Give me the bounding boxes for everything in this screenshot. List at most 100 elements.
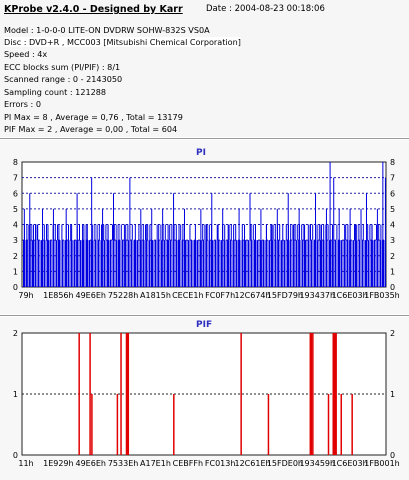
- pi-bar: [369, 240, 371, 287]
- pi-bar: [335, 240, 336, 287]
- pi-bar: [357, 240, 359, 287]
- pi-spike: [233, 224, 235, 287]
- pi-bar: [194, 240, 195, 287]
- pi-bar: [208, 224, 210, 241]
- pi-bar: [50, 240, 51, 287]
- pi-bar: [168, 240, 170, 287]
- pi-bar: [125, 224, 127, 241]
- pi-bar: [89, 240, 90, 287]
- pi-bar: [177, 240, 179, 287]
- pi-bar: [81, 240, 83, 287]
- pif-spike: [91, 394, 93, 455]
- pi-bar: [362, 240, 363, 287]
- pi-bar: [255, 240, 257, 287]
- pi-bar: [274, 224, 276, 241]
- pi-bar: [111, 240, 113, 287]
- pi-bar: [155, 240, 156, 287]
- pi-bar: [110, 240, 111, 287]
- pi-bar: [142, 224, 144, 241]
- pi-bar: [376, 224, 377, 241]
- pi-bar: [131, 224, 133, 241]
- pi-bar: [72, 240, 74, 287]
- pi-bar: [204, 240, 206, 287]
- pi-bar: [321, 224, 322, 241]
- pi-bar: [28, 224, 30, 241]
- pi-spike: [238, 208, 240, 287]
- pi-bar: [149, 240, 150, 287]
- pi-bar: [209, 240, 210, 287]
- pi-spike: [271, 224, 273, 287]
- pi-bar: [296, 224, 298, 241]
- pi-bar: [305, 240, 306, 287]
- pi-bar: [227, 240, 228, 287]
- pi-bar: [336, 240, 338, 287]
- pi-bar: [359, 240, 360, 287]
- pi-spike: [65, 208, 67, 287]
- pi-x-tick-label: 1FB035h: [364, 291, 400, 300]
- pi-bar: [114, 240, 116, 287]
- pi-bar: [101, 224, 102, 241]
- info-pi-stats: PI Max = 8 , Average = 0,76 , Total = 13…: [4, 112, 183, 122]
- pi-bar: [195, 240, 197, 287]
- pi-bar: [147, 240, 149, 287]
- pi-spike: [129, 177, 131, 287]
- pif-y-tick-right: 0: [390, 451, 395, 460]
- pi-spike: [325, 208, 327, 287]
- pi-bar: [83, 224, 85, 241]
- pi-spike: [282, 224, 284, 287]
- pi-bar: [180, 224, 182, 241]
- pi-bar: [354, 240, 356, 287]
- pi-bar: [212, 240, 213, 287]
- pi-bar: [281, 240, 282, 287]
- pi-bar: [330, 240, 332, 287]
- pi-bar: [65, 240, 66, 287]
- pi-bar: [145, 224, 146, 241]
- pi-bar: [93, 240, 95, 287]
- pi-bar: [292, 224, 294, 241]
- pi-bar: [138, 240, 140, 287]
- pi-bar: [318, 240, 320, 287]
- pi-spike: [189, 224, 191, 287]
- pi-spike: [293, 224, 295, 287]
- pi-bar: [105, 240, 107, 287]
- info-ecc-sum: ECC blocks sum (PI/PIF) : 8/1: [4, 62, 121, 72]
- pi-bar: [117, 240, 119, 287]
- pi-bar: [353, 240, 354, 287]
- pi-bar: [116, 240, 117, 287]
- pi-bar: [92, 224, 94, 241]
- pi-bar: [300, 240, 302, 287]
- info-pif-stats: PIF Max = 2 , Average = 0,00 , Total = 6…: [4, 124, 178, 134]
- pi-spike: [349, 208, 351, 287]
- pi-bar: [74, 240, 75, 287]
- pi-bar: [341, 240, 342, 287]
- pi-spike: [162, 208, 164, 287]
- pi-bar: [345, 224, 347, 241]
- pi-spike: [338, 208, 340, 287]
- pif-chart-title: PIF: [196, 320, 213, 330]
- pif-spike: [310, 333, 313, 455]
- pi-bar: [294, 240, 296, 287]
- pi-bar: [192, 240, 194, 287]
- pi-bar: [122, 240, 123, 287]
- pi-bar: [383, 240, 384, 287]
- pi-bar: [60, 240, 62, 287]
- pi-chart-title: PI: [196, 148, 206, 158]
- pi-bar: [24, 240, 26, 287]
- pi-bar: [182, 224, 184, 241]
- pi-bar: [174, 240, 176, 287]
- pif-chart-panel: PIF 0 0 1 1 2 2 11h 1E929h 49E6Eh 7533Eh A17E1h CEB…: [0, 317, 409, 480]
- pi-bar: [68, 224, 69, 241]
- pi-bar: [120, 240, 122, 287]
- pif-spike: [89, 333, 91, 455]
- pi-bar: [56, 240, 57, 287]
- pi-bar: [30, 240, 32, 287]
- pi-bar: [243, 240, 245, 287]
- pi-spike: [333, 177, 335, 287]
- pi-bar: [381, 240, 383, 287]
- pi-spike: [365, 193, 367, 287]
- pi-bar: [234, 240, 236, 287]
- pi-bar: [358, 224, 360, 241]
- pi-bar: [290, 240, 291, 287]
- pi-bar: [38, 240, 39, 287]
- pif-x-tick-label: A17E1h: [140, 459, 171, 468]
